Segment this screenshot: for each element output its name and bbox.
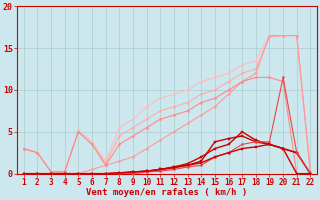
X-axis label: Vent moyen/en rafales ( km/h ): Vent moyen/en rafales ( km/h ): [86, 188, 248, 197]
